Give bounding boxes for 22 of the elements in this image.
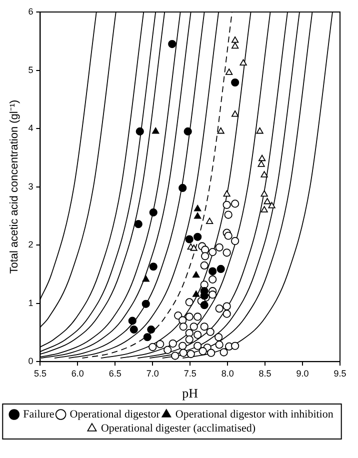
x-tick-label: 8.5 [258, 368, 272, 378]
x-axis-title: pH [182, 386, 198, 401]
legend-label: Operational digester (acclimatised) [100, 422, 256, 434]
x-tick-label: 9.0 [296, 368, 309, 378]
x-tick-label: 7.5 [184, 368, 196, 378]
x-tick-label: 6.0 [71, 368, 84, 378]
legend-label: Operational digestor [70, 408, 160, 420]
legend-label: Failure [23, 408, 54, 420]
x-tick-label: 9.5 [334, 368, 346, 378]
y-tick-label: 4 [28, 123, 34, 134]
y-tick-label: 5 [28, 64, 34, 75]
y-tick-label: 6 [28, 6, 34, 16]
x-tick-label: 6.5 [108, 368, 122, 378]
y-axis-title: Total acetic acid concentration (gl⁻¹) [8, 100, 21, 274]
legend-label: Operational digestor with inhibition [175, 408, 334, 420]
x-tick-label: 7.0 [146, 368, 159, 378]
x-tick-label: 8.0 [221, 368, 234, 378]
y-tick-label: 3 [28, 181, 34, 192]
y-tick-label: 0 [28, 356, 34, 366]
x-tick-label: 5.5 [34, 368, 46, 378]
y-tick-label: 1 [28, 298, 34, 308]
y-tick-label: 2 [28, 240, 34, 250]
